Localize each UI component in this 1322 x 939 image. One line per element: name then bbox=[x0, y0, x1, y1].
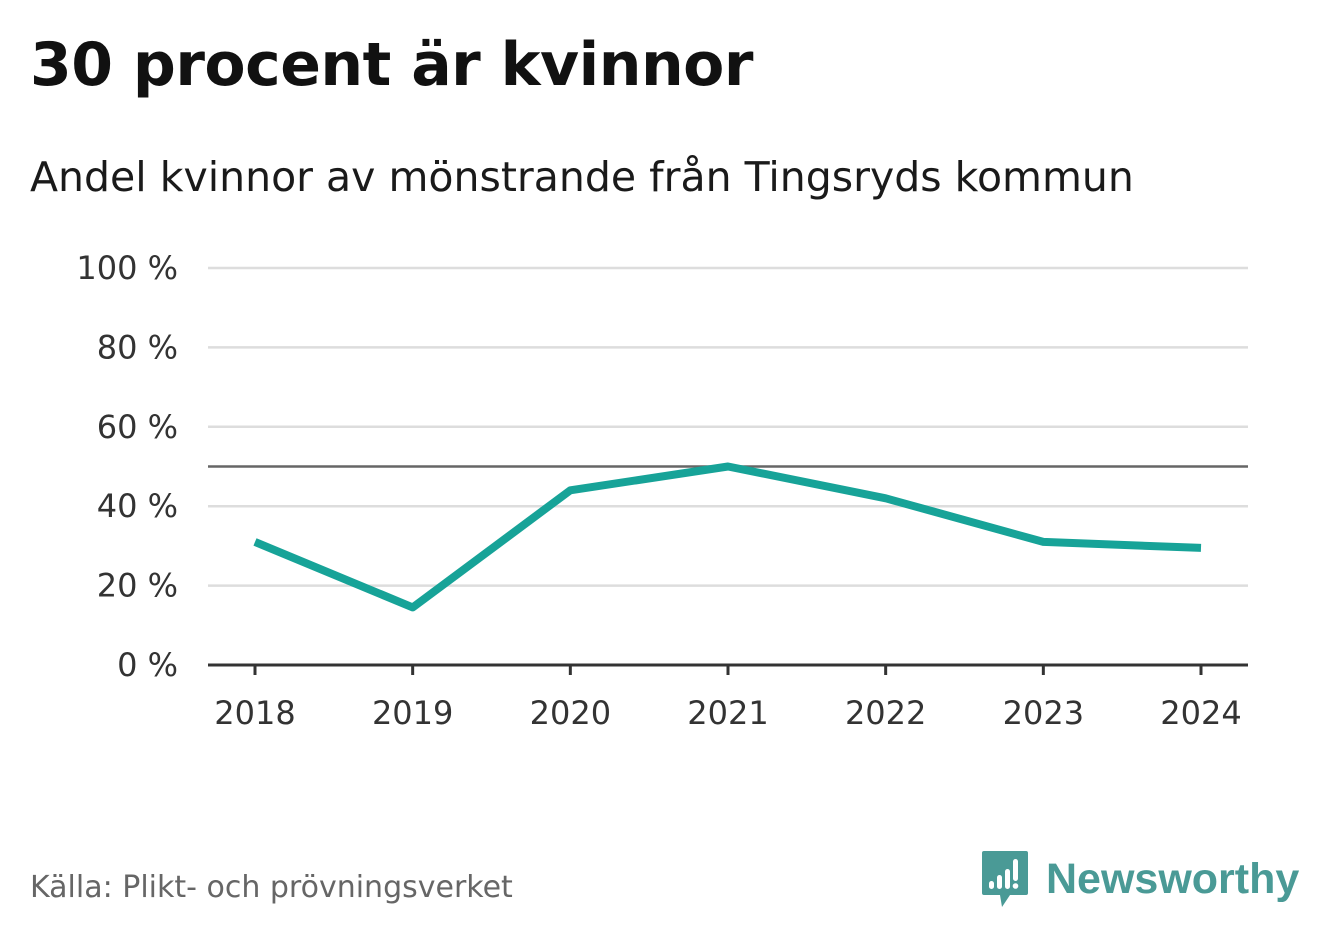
line-chart: 0 % 20 % 40 % 60 % 80 % 100 % 2018 2019 2020 2021… bbox=[76, 249, 1248, 732]
chart-subtitle: Andel kvinnor av mönstrande från Tingsry… bbox=[30, 153, 1134, 201]
x-tick-label: 2021 bbox=[687, 694, 768, 732]
y-tick-label: 20 % bbox=[97, 567, 178, 605]
brand-logo: Newsworthy bbox=[980, 848, 1299, 910]
chart-title: 30 procent är kvinnor bbox=[30, 30, 753, 100]
y-tick-label: 80 % bbox=[97, 328, 178, 366]
y-tick-label: 60 % bbox=[97, 408, 178, 446]
series-line bbox=[253, 462, 1202, 612]
y-tick-label: 100 % bbox=[76, 249, 178, 287]
newsworthy-logo-icon bbox=[982, 851, 1028, 907]
x-tick-label: 2020 bbox=[530, 694, 611, 732]
x-tick-label: 2019 bbox=[372, 694, 453, 732]
y-tick-label: 40 % bbox=[97, 487, 178, 525]
x-tick-label: 2023 bbox=[1003, 694, 1084, 732]
source-note: Källa: Plikt- och prövningsverket bbox=[30, 870, 513, 905]
x-tick-label: 2022 bbox=[845, 694, 926, 732]
x-tick-label: 2024 bbox=[1160, 694, 1241, 732]
y-tick-label: 0 % bbox=[117, 646, 178, 684]
x-tick-label: 2018 bbox=[214, 694, 295, 732]
brand-name: Newsworthy bbox=[1046, 854, 1300, 903]
